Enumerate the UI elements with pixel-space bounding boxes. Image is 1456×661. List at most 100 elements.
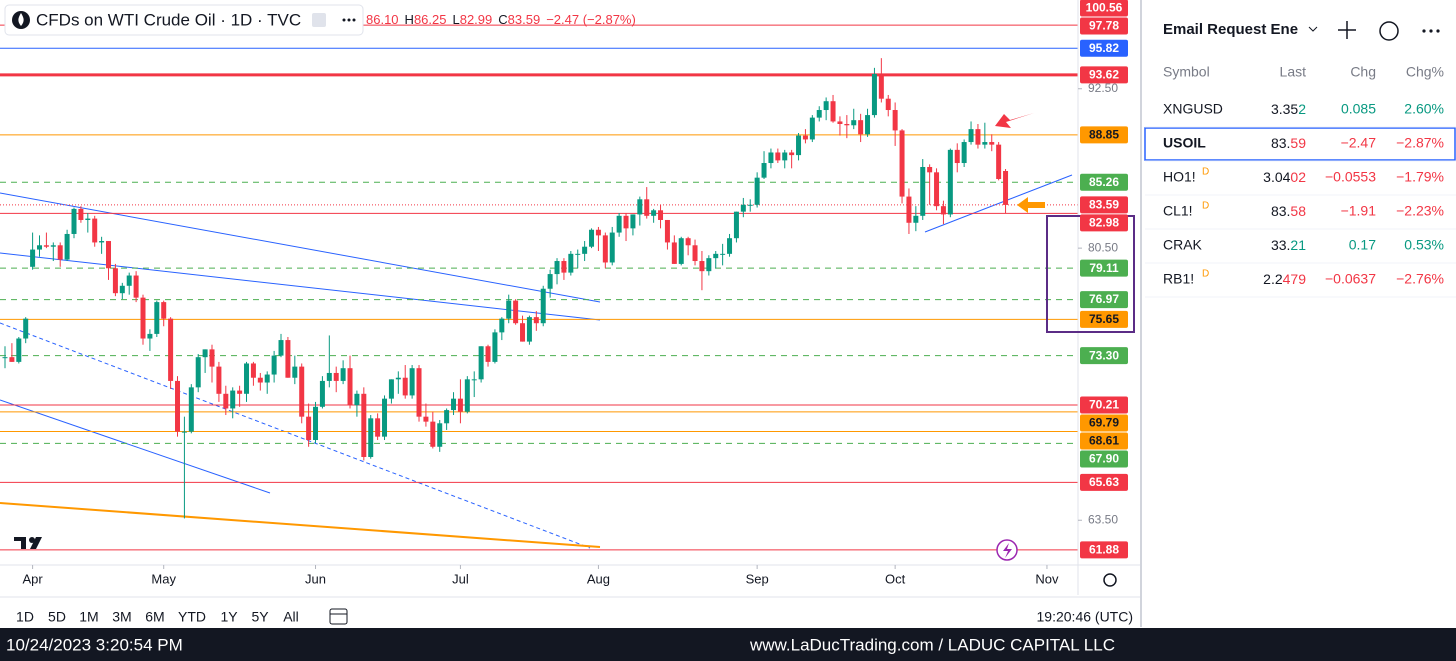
price-badge <box>1080 414 1128 432</box>
row-flag: D <box>1202 201 1209 212</box>
settings-icon[interactable] <box>1103 573 1117 587</box>
candle-body <box>161 302 167 319</box>
candle-body <box>112 268 118 294</box>
candle-body <box>71 208 77 234</box>
more-dot[interactable] <box>342 18 346 22</box>
column-header: Symbol <box>1163 64 1210 80</box>
legend-icon[interactable] <box>312 13 326 27</box>
candle-body <box>899 130 905 197</box>
price-badge-label: 67.90 <box>1089 452 1119 466</box>
last-tail: 21 <box>1290 237 1306 253</box>
candle-body <box>202 349 208 358</box>
last-main: 33. <box>1271 237 1290 253</box>
row-chg-pct: −1.79% <box>1396 169 1444 185</box>
calendar-icon[interactable] <box>329 608 348 625</box>
row-symbol[interactable]: XNGUSD <box>1163 101 1223 117</box>
candle-body <box>416 368 422 417</box>
chart-icon[interactable] <box>1379 21 1399 41</box>
row-symbol[interactable]: CRAK <box>1163 237 1203 253</box>
row-chg-pct: 2.60% <box>1404 101 1444 117</box>
candle-body <box>382 398 388 437</box>
candle-body <box>271 355 277 375</box>
candle-body <box>775 152 781 161</box>
candle-body <box>844 123 850 126</box>
candle-body <box>664 219 670 243</box>
row-chg: −0.0637 <box>1325 271 1376 287</box>
candle-body <box>713 253 719 259</box>
row-symbol[interactable]: CL1! <box>1163 203 1193 219</box>
candle-body <box>464 379 470 412</box>
dropdown-icon <box>1308 26 1318 32</box>
candle-body <box>885 98 891 111</box>
candle-body <box>437 423 443 447</box>
range-button[interactable]: 6M <box>145 609 164 625</box>
add-icon[interactable] <box>1338 21 1356 39</box>
candle-body <box>181 431 187 433</box>
price-badge-label: 70.21 <box>1089 398 1119 412</box>
tv-logo <box>14 537 42 549</box>
candle-body <box>989 142 995 145</box>
candle-body <box>237 390 243 394</box>
range-button[interactable]: 3M <box>112 609 131 625</box>
ohlc-key: H <box>405 12 414 27</box>
range-button[interactable]: All <box>283 609 299 625</box>
row-symbol[interactable]: HO1! <box>1163 169 1196 185</box>
range-button[interactable]: YTD <box>178 609 206 625</box>
candle-body <box>64 233 70 260</box>
candle-body <box>947 149 953 215</box>
range-button[interactable]: 5D <box>48 609 66 625</box>
candle-body <box>837 121 843 124</box>
x-tick-label: Apr <box>22 571 43 586</box>
candle-body <box>692 245 698 262</box>
row-flag: D <box>1202 167 1209 178</box>
price-badge-label: 85.26 <box>1089 175 1119 189</box>
candle-body <box>119 285 125 294</box>
last-tail: 02 <box>1290 169 1306 185</box>
candle-body <box>9 357 15 362</box>
price-badge <box>1080 473 1128 491</box>
candle-body <box>768 152 774 164</box>
price-badge <box>1080 196 1128 214</box>
range-button[interactable]: 5Y <box>251 609 269 625</box>
row-symbol[interactable]: RB1! <box>1163 271 1194 287</box>
candle-body <box>361 393 367 457</box>
selected-row <box>1144 127 1456 161</box>
candle-body <box>761 163 767 178</box>
range-button[interactable]: 1Y <box>220 609 238 625</box>
row-chg: −1.91 <box>1341 203 1377 219</box>
row-chg-pct: −2.76% <box>1396 271 1444 287</box>
range-button[interactable]: 1D <box>16 609 34 625</box>
row-last: 83.59 <box>1271 135 1306 151</box>
clock: 19:20:46 (UTC) <box>1037 609 1133 625</box>
candle-body <box>961 142 967 164</box>
row-last: 2.2479 <box>1263 271 1306 287</box>
price-badge-label: 88.85 <box>1089 128 1119 142</box>
price-badge-label: 61.88 <box>1089 543 1119 557</box>
candle-body <box>154 302 160 334</box>
candle-body <box>37 245 43 250</box>
candle-body <box>99 241 105 243</box>
alert-bolt <box>1003 543 1012 558</box>
candle-body <box>823 101 829 111</box>
candle-body <box>796 135 802 156</box>
price-badge <box>1080 173 1128 191</box>
candle-body <box>851 120 857 126</box>
candle-body <box>292 366 298 378</box>
candle-body <box>913 215 919 223</box>
more-dot <box>347 18 351 22</box>
row-symbol[interactable]: USOIL <box>1163 135 1206 151</box>
candle-body <box>257 377 263 383</box>
more-dot[interactable] <box>1422 29 1426 33</box>
candle-body <box>595 229 601 236</box>
candle-body <box>506 300 512 319</box>
candle-body <box>658 210 664 220</box>
range-button[interactable]: 1M <box>79 609 98 625</box>
column-header: Chg% <box>1406 64 1444 80</box>
candle-body <box>623 215 629 229</box>
watchlist-title[interactable]: Email Request Ene <box>1163 21 1298 38</box>
ohlc-key: C <box>498 12 507 27</box>
candle-body <box>954 149 960 164</box>
